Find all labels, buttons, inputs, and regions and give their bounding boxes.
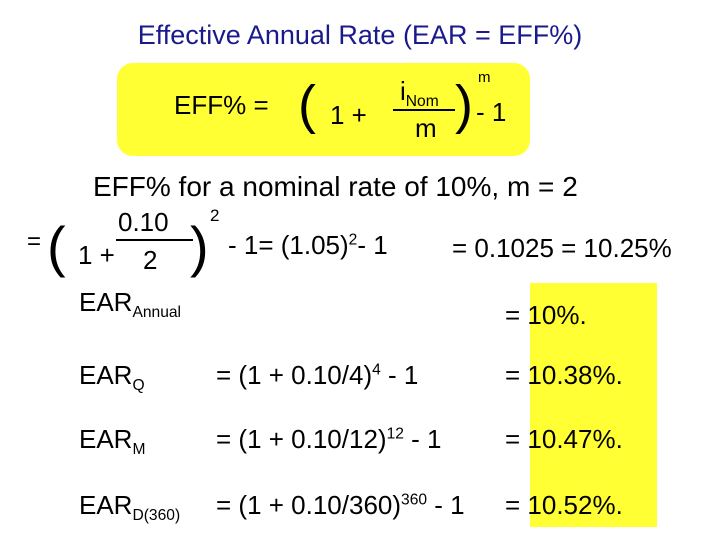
- example-one-plus: 1 +: [78, 240, 115, 270]
- example-heading: EFF% for a nominal rate of 10%, m = 2: [93, 171, 578, 202]
- formula-exponent: m: [478, 69, 491, 86]
- ear-result: = 10.47%.: [505, 424, 623, 454]
- example-result: = 0.1025 = 10.25%: [452, 233, 672, 263]
- ear-result: = 10%.: [505, 300, 587, 330]
- formula-numerator: iNom: [400, 76, 439, 111]
- ear-label: EARM: [79, 424, 146, 459]
- example-square: 2: [348, 231, 358, 249]
- formula-highlight-box: [117, 63, 530, 156]
- ear-formula: = (1 + 0.10/12)12 - 1: [216, 424, 442, 454]
- example-expansion: - 1= (1.05)2- 1: [228, 230, 388, 261]
- example-minus-one: - 1= (1.05): [228, 230, 349, 260]
- example-fraction-bar: [116, 239, 193, 241]
- page-title: Effective Annual Rate (EAR = EFF%): [137, 20, 583, 50]
- formula-minus-one: - 1: [476, 97, 507, 127]
- example-close-paren: ): [190, 215, 209, 278]
- ear-formula: = (1 + 0.10/4)4 - 1: [216, 360, 419, 390]
- example-open-paren: (: [47, 215, 66, 278]
- ear-formula: = (1 + 0.10/360)360 - 1: [216, 490, 465, 520]
- formula-numerator-sub: Nom: [405, 93, 439, 111]
- formula-one-plus: 1 +: [330, 100, 367, 130]
- formula-numerator-base: i: [400, 76, 406, 106]
- example-equals: =: [27, 228, 42, 255]
- formula-denominator: m: [415, 113, 437, 143]
- formula-open-paren: (: [298, 75, 316, 135]
- ear-label: EARAnnual: [79, 287, 182, 322]
- ear-label: EARD(360): [79, 490, 181, 525]
- example-numerator: 0.10: [118, 207, 169, 237]
- example-denominator: 2: [143, 245, 158, 275]
- ear-result: = 10.38%.: [505, 360, 623, 390]
- results-highlight: [530, 283, 657, 527]
- ear-result: = 10.52%.: [505, 490, 623, 520]
- formula-fraction-bar: [393, 109, 455, 111]
- formula-lhs: EFF% =: [174, 90, 269, 120]
- formula-close-paren: ): [455, 75, 473, 135]
- example-exponent: 2: [210, 206, 220, 225]
- example-minus-one-b: - 1: [357, 230, 388, 260]
- ear-label: EARQ: [79, 360, 145, 395]
